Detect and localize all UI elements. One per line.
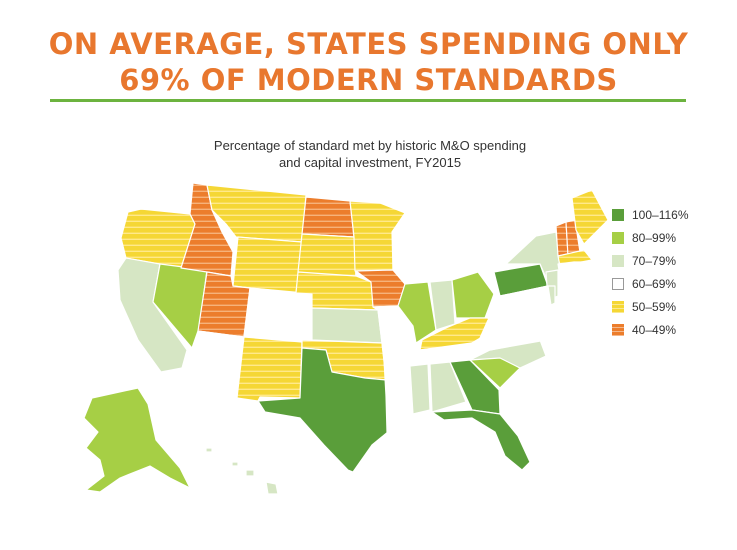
legend-label: 70–79% [632,253,677,268]
legend-item-80-99: 80–99% [612,226,689,249]
state-wa [127,175,194,215]
legend-item-40-49: 40–49% [612,318,689,341]
state-oh [451,271,495,319]
legend-item-100-116: 100–116% [612,203,689,226]
map-subtitle-line-1: Percentage of standard met by historic M… [213,138,527,153]
page-title: ON AVERAGE, STATES SPENDING ONLY 69% OF … [0,26,737,98]
state-mt [206,184,307,243]
legend-item-50-59: 50–59% [612,295,689,318]
legend-swatch [612,300,624,313]
state-ri [573,261,583,275]
state-la [385,395,429,441]
state-de [547,285,556,306]
state-md [499,285,553,307]
legend-label: 80–99% [632,230,677,245]
state-co [243,287,316,341]
legend: 100–116% 80–99% 70–79% 60–69% 50–59% 40–… [612,203,689,341]
state-wy [232,236,303,294]
state-ks [311,307,383,344]
state-me [571,189,609,245]
legend-item-60-69: 60–69% [612,272,689,295]
state-hi2 [245,469,255,477]
legend-swatch [612,323,624,336]
state-hi3 [231,461,239,467]
state-fl [431,409,531,471]
title-divider [50,99,686,102]
state-wi [392,219,437,285]
state-mi [423,223,466,277]
state-nd [301,196,355,238]
state-ma [557,249,593,267]
legend-label: 60–69% [632,276,677,291]
legend-swatch [612,277,624,290]
state-ct [557,261,575,277]
state-ar [383,359,413,397]
state-hi1 [265,481,279,495]
legend-label: 40–49% [632,322,677,337]
legend-item-70-79: 70–79% [612,249,689,272]
state-wv [487,293,517,331]
map-subtitle: Percentage of standard met by historic M… [150,137,590,171]
page-title-line-2: 69% OF MODERN STANDARDS [119,63,618,97]
legend-swatch [612,254,624,267]
state-va [479,303,547,351]
legend-label: 50–59% [632,299,677,314]
state-nm [236,336,303,402]
map-subtitle-line-2: and capital investment, FY2015 [278,155,462,170]
state-al [429,361,467,413]
state-tx [257,347,403,473]
state-il [397,281,437,344]
state-ga [449,359,501,415]
legend-label: 100–116% [632,207,689,222]
legend-swatch [612,208,624,221]
legend-swatch [612,231,624,244]
state-ak [83,387,191,493]
state-ms [409,363,431,415]
state-hi4 [205,447,213,453]
page-title-line-1: ON AVERAGE, STATES SPENDING ONLY [48,27,689,61]
